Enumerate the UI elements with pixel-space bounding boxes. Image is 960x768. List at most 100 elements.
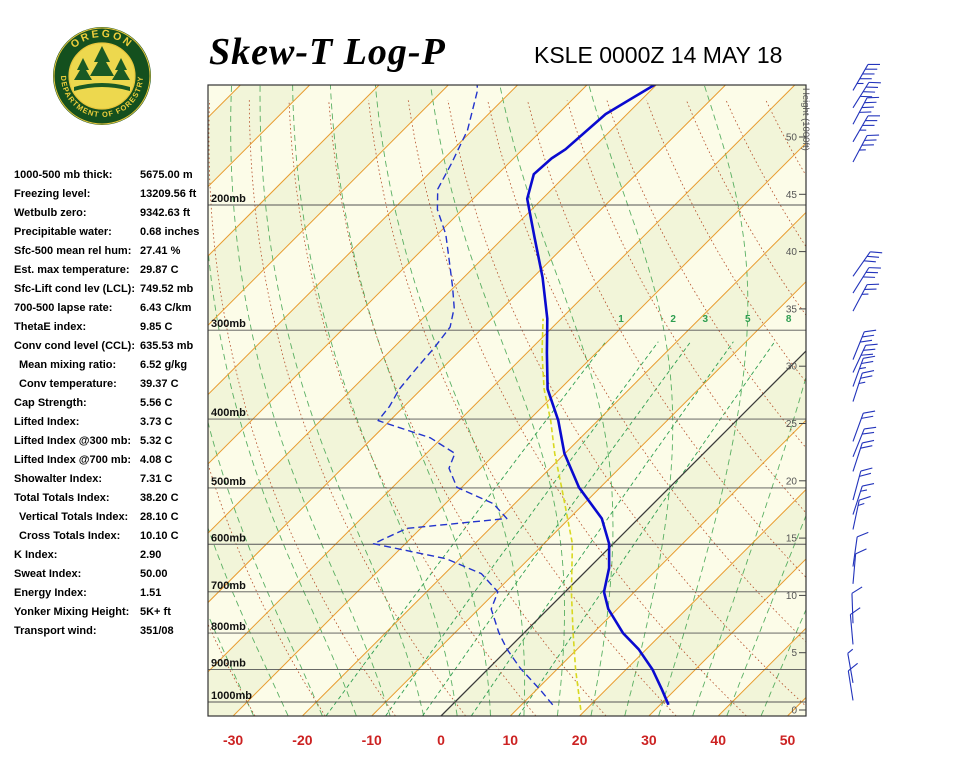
- moist-adiabat: [658, 85, 749, 716]
- index-label: Wetbulb zero:: [14, 207, 87, 219]
- height-label: 35: [786, 304, 798, 315]
- wind-barb: [852, 482, 875, 515]
- logo-trees-icon: [74, 46, 130, 91]
- index-label: Conv cond level (CCL):: [14, 340, 136, 352]
- isotherm: [509, 419, 806, 716]
- index-label: Mean mixing ratio:: [19, 359, 117, 371]
- index-label: Showalter Index:: [14, 473, 103, 485]
- wind-barb: [852, 63, 880, 91]
- temp-axis-label: 40: [710, 732, 726, 748]
- index-row: ThetaE index: 9.85 C: [14, 318, 214, 337]
- dry-adiabat: [805, 99, 806, 102]
- mixing-ratio-label: 8: [786, 314, 792, 325]
- index-label: Conv temperature:: [19, 378, 117, 390]
- index-value: 38.20 C: [140, 492, 179, 504]
- index-row: Sfc-500 mean rel hum: 27.41 %: [14, 242, 214, 261]
- index-row: Lifted Index: 3.73 C: [14, 413, 214, 432]
- index-value: 39.37 C: [140, 378, 179, 390]
- index-label: Lifted Index:: [14, 416, 80, 428]
- isotherm: [371, 280, 806, 716]
- mixing-ratio-label: 1: [618, 314, 624, 325]
- chart-border: [207, 84, 807, 717]
- index-value: 10.10 C: [140, 530, 179, 542]
- wind-barb: [852, 96, 880, 125]
- height-label: 40: [786, 247, 798, 258]
- wind-barb: [852, 134, 880, 163]
- index-label: Sfc-Lift cond lev (LCL):: [14, 283, 135, 295]
- isotherm: [208, 85, 657, 534]
- isotherm: [208, 85, 241, 119]
- height-label: 20: [786, 476, 798, 487]
- dry-adiabat: [248, 100, 467, 716]
- moist-adiabat: [259, 85, 425, 716]
- index-row: Precipitable water: 0.68 inches: [14, 223, 214, 242]
- index-row: 1000-500 mb thick: 5675.00 m: [14, 166, 214, 185]
- temp-axis-label: 10: [503, 732, 519, 748]
- index-value: 27.41 %: [140, 245, 181, 257]
- index-label: Cross Totals Index:: [19, 530, 121, 542]
- mixing-ratio-line: [385, 341, 659, 716]
- wind-barb: [852, 410, 876, 442]
- isotherm-band: [0, 85, 171, 716]
- index-label: 700-500 lapse rate:: [14, 302, 113, 314]
- height-label: 15: [786, 534, 798, 545]
- index-label: Energy Index:: [14, 587, 87, 599]
- index-value: 9342.63 ft: [140, 207, 191, 219]
- wind-barb: [847, 662, 858, 701]
- wind-barb: [852, 115, 880, 143]
- index-value: 28.10 C: [140, 511, 179, 523]
- station-datetime: KSLE 0000Z 14 MAY 18: [534, 42, 783, 68]
- index-label: Sweat Index:: [14, 568, 82, 580]
- index-row: Est. max temperature: 29.87 C: [14, 261, 214, 280]
- moist-adiabat: [692, 375, 806, 716]
- index-label: Yonker Mixing Height:: [14, 606, 130, 618]
- pressure-label: 600mb: [211, 532, 246, 544]
- moist-adiabat: [230, 85, 391, 716]
- moist-adiabat: [430, 85, 565, 716]
- index-label: Freezing level:: [14, 188, 91, 200]
- index-value: 5K+ ft: [140, 606, 171, 618]
- moist-adiabat: [208, 613, 254, 716]
- wind-barb: [852, 251, 883, 277]
- index-value: 7.31 C: [140, 473, 173, 485]
- wind-barb: [852, 495, 871, 530]
- moist-adiabat: [208, 420, 323, 716]
- index-row: 700-500 lapse rate: 6.43 C/km: [14, 299, 214, 318]
- index-value: 0.68 inches: [140, 226, 200, 238]
- height-label: 50: [786, 133, 798, 144]
- index-row: Wetbulb zero: 9342.63 ft: [14, 204, 214, 223]
- height-axis-title: Height (1000ft): [800, 88, 811, 151]
- dry-adiabat: [208, 623, 256, 716]
- index-value: 749.52 mb: [140, 283, 194, 295]
- moist-adiabat: [726, 514, 806, 716]
- index-label: 1000-500 mb thick:: [14, 169, 113, 181]
- temperature-trace: [525, 85, 670, 706]
- height-label: 45: [786, 190, 798, 201]
- wind-barb: [851, 586, 863, 624]
- index-value: 29.87 C: [140, 264, 179, 276]
- pressure-label: 1000mb: [211, 690, 252, 702]
- wind-barb: [852, 439, 875, 472]
- dry-adiabat: [407, 100, 747, 716]
- isotherm: [208, 85, 518, 396]
- mixing-ratio-label: 5: [745, 314, 751, 325]
- index-label: ThetaE index:: [14, 321, 87, 333]
- wind-barb: [852, 329, 877, 360]
- index-label: Cap Strength:: [14, 397, 87, 409]
- index-label: Lifted Index @300 mb:: [14, 435, 132, 447]
- dry-adiabat: [328, 100, 607, 716]
- height-label: 0: [791, 706, 797, 717]
- wind-barb: [852, 370, 875, 402]
- index-value: 9.85 C: [140, 321, 173, 333]
- index-row: Lifted Index @300 mb: 5.32 C: [14, 432, 214, 451]
- index-value: 6.52 g/kg: [140, 359, 188, 371]
- moist-adiabat: [760, 608, 806, 716]
- index-value: 50.00: [140, 568, 168, 580]
- pressure-label: 700mb: [211, 580, 246, 592]
- pressure-label: 500mb: [211, 476, 246, 488]
- isotherm: [208, 85, 380, 257]
- isotherm-band: [208, 85, 806, 716]
- index-row: Vertical Totals Index: 28.10 C: [14, 508, 214, 527]
